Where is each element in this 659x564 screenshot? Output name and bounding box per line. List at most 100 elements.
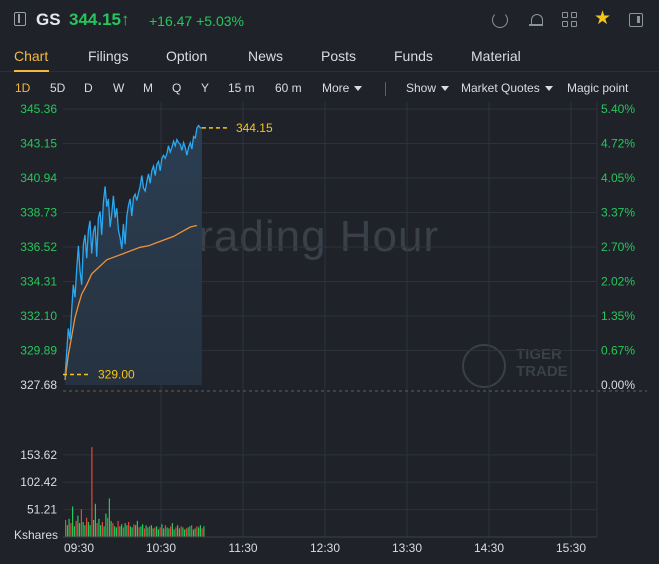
volume-bar bbox=[124, 523, 126, 537]
period-y[interactable]: Y bbox=[201, 81, 210, 95]
volume-bar bbox=[182, 527, 184, 537]
price-tick-label: 345.36 bbox=[20, 102, 57, 116]
price-area-fill bbox=[65, 125, 202, 385]
tab-chart[interactable]: Chart bbox=[14, 48, 49, 64]
tab-posts[interactable]: Posts bbox=[321, 48, 357, 64]
volume-bar bbox=[201, 528, 203, 537]
period-5d[interactable]: 5D bbox=[50, 81, 66, 95]
price-tick-label: 340.94 bbox=[20, 171, 57, 185]
market-quotes-label: Market Quotes bbox=[461, 81, 540, 95]
volume-bar bbox=[145, 525, 147, 537]
volume-bar bbox=[72, 506, 74, 537]
volume-unit-label: Kshares bbox=[14, 528, 58, 542]
time-tick-label: 12:30 bbox=[310, 541, 340, 555]
grid-icon[interactable] bbox=[562, 12, 578, 28]
tiger-logo-icon bbox=[462, 344, 506, 388]
volume-bar bbox=[98, 518, 100, 537]
volume-bar bbox=[175, 527, 177, 537]
volume-bar bbox=[140, 526, 142, 537]
period-w[interactable]: W bbox=[113, 81, 125, 95]
volume-bar bbox=[164, 525, 166, 537]
volume-bar bbox=[159, 527, 161, 537]
percent-tick-label: 4.05% bbox=[601, 171, 635, 185]
toolbar-divider bbox=[385, 82, 386, 96]
price-tick-label: 332.10 bbox=[20, 309, 57, 323]
tab-funds[interactable]: Funds bbox=[394, 48, 433, 64]
volume-bar bbox=[68, 518, 70, 537]
average-price-line bbox=[64, 224, 198, 381]
volume-bar bbox=[163, 528, 165, 537]
volume-bar bbox=[77, 515, 79, 537]
volume-bar bbox=[143, 528, 145, 537]
volume-bar bbox=[119, 526, 121, 537]
bell-icon[interactable] bbox=[528, 12, 544, 28]
volume-bar bbox=[100, 525, 102, 537]
volume-bar bbox=[203, 526, 205, 537]
volume-bar bbox=[138, 527, 140, 537]
intraday-chart[interactable]: 345.36 343.15 340.94 338.73 336.52 334.31 332.… bbox=[0, 102, 659, 564]
volume-bar bbox=[82, 522, 84, 537]
chevron-down-icon bbox=[544, 86, 553, 92]
volume-bar bbox=[80, 509, 82, 537]
percent-tick-label: 4.72% bbox=[601, 137, 635, 151]
tab-option[interactable]: Option bbox=[166, 48, 208, 64]
chevron-down-icon bbox=[441, 86, 450, 92]
star-icon[interactable]: ★ bbox=[594, 8, 612, 29]
price-tick-label: 343.15 bbox=[20, 137, 57, 151]
back-icon[interactable] bbox=[14, 12, 26, 26]
volume-bar bbox=[65, 519, 67, 537]
time-tick-label: 14:30 bbox=[474, 541, 504, 555]
volume-bar bbox=[110, 520, 112, 537]
volume-bar bbox=[136, 520, 138, 537]
volume-bar bbox=[149, 526, 151, 537]
price-line bbox=[64, 124, 202, 377]
volume-bar bbox=[187, 527, 189, 537]
show-dropdown[interactable]: Show bbox=[406, 81, 450, 95]
volume-tick-label: 153.62 bbox=[20, 448, 57, 462]
period-1d[interactable]: 1D bbox=[15, 81, 31, 95]
price-tick-label: 338.73 bbox=[20, 206, 57, 220]
volume-tick-label: 51.21 bbox=[27, 503, 57, 517]
volume-bar bbox=[70, 523, 72, 537]
volume-bar bbox=[198, 527, 200, 537]
volume-bar bbox=[101, 522, 103, 537]
volume-bar bbox=[171, 523, 173, 537]
percent-tick-label: 2.70% bbox=[601, 240, 635, 254]
volume-bar bbox=[199, 525, 201, 537]
volume-bar bbox=[157, 529, 159, 537]
period-60m[interactable]: 60 m bbox=[275, 81, 302, 95]
volume-bar bbox=[129, 526, 131, 537]
volume-bar bbox=[96, 523, 98, 537]
volume-bar bbox=[86, 517, 88, 537]
percent-tick-label: 5.40% bbox=[601, 102, 635, 116]
active-tab-indicator bbox=[14, 70, 49, 72]
more-dropdown[interactable]: More bbox=[322, 81, 363, 95]
tab-filings[interactable]: Filings bbox=[88, 48, 129, 64]
period-15m[interactable]: 15 m bbox=[228, 81, 255, 95]
volume-bar bbox=[133, 524, 135, 537]
panel-icon[interactable] bbox=[629, 13, 643, 27]
tab-news[interactable]: News bbox=[248, 48, 284, 64]
open-price-label: 329.00 bbox=[98, 368, 135, 382]
period-m[interactable]: M bbox=[143, 81, 153, 95]
period-q[interactable]: Q bbox=[172, 81, 182, 95]
volume-bar bbox=[177, 525, 179, 537]
change-value: +16.47 bbox=[149, 13, 193, 29]
volume-bar bbox=[194, 528, 196, 537]
percent-tick-label: 1.35% bbox=[601, 309, 635, 323]
period-d[interactable]: D bbox=[84, 81, 93, 95]
volume-bar bbox=[147, 527, 149, 537]
magic-point-button[interactable]: Magic point bbox=[567, 81, 629, 95]
time-tick-label: 11:30 bbox=[228, 541, 257, 555]
volume-bar bbox=[180, 526, 182, 537]
percent-tick-label: 0.00% bbox=[601, 378, 635, 392]
refresh-icon[interactable] bbox=[492, 12, 508, 28]
time-tick-label: 09:30 bbox=[64, 541, 94, 555]
time-tick-label: 10:30 bbox=[146, 541, 176, 555]
market-quotes-dropdown[interactable]: Market Quotes bbox=[461, 81, 553, 95]
trading-hour-watermark: Trading Hour bbox=[172, 212, 440, 261]
percent-tick-label: 0.67% bbox=[601, 344, 635, 358]
tab-material[interactable]: Material bbox=[471, 48, 521, 64]
percent-tick-label: 2.02% bbox=[601, 275, 635, 289]
volume-bar bbox=[66, 525, 68, 537]
